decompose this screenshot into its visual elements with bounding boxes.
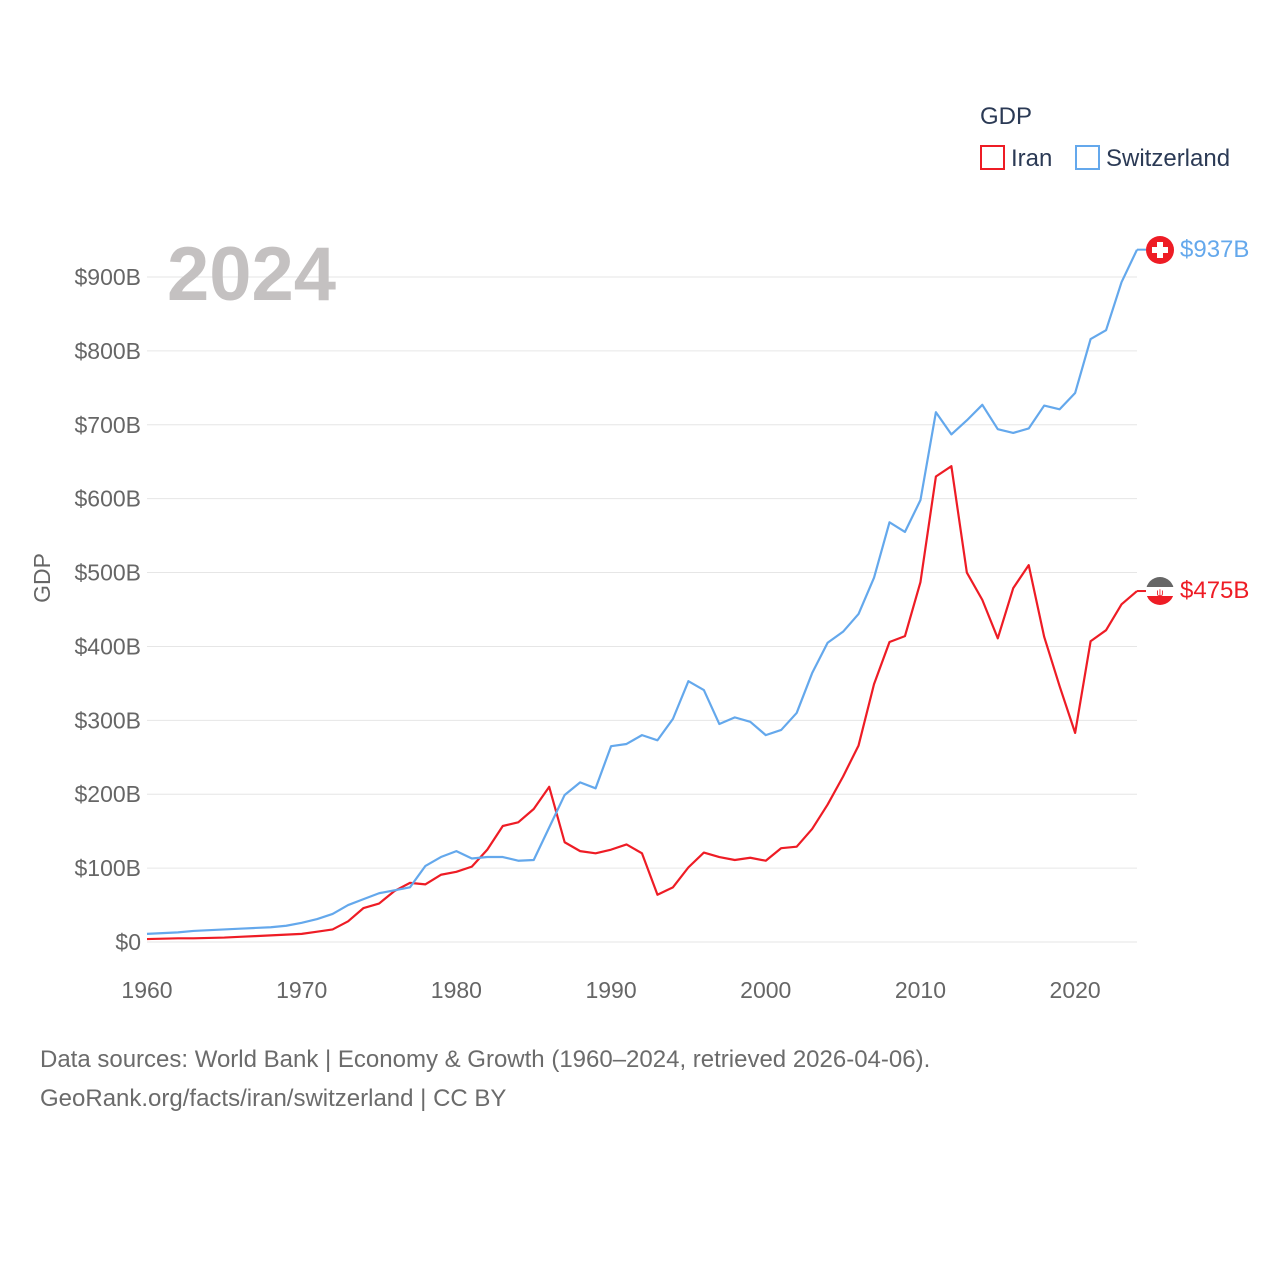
y-tick-label: $900B <box>74 264 141 290</box>
y-tick-label: $600B <box>74 486 141 512</box>
x-tick-label: 1960 <box>121 977 172 1003</box>
y-tick-label: $700B <box>74 412 141 438</box>
y-tick-label: $400B <box>74 633 141 659</box>
x-tick-label: 2020 <box>1050 977 1101 1003</box>
x-tick-label: 1970 <box>276 977 327 1003</box>
y-tick-label: $100B <box>74 855 141 881</box>
y-tick-label: $500B <box>74 560 141 586</box>
legend-swatch-iran <box>980 145 1005 170</box>
source-link[interactable]: GeoRank.org/facts/iran/switzerland | CC … <box>40 1085 507 1112</box>
legend-title: GDP <box>980 103 1032 130</box>
legend-label-iran: Iran <box>1011 145 1052 172</box>
y-tick-label: $200B <box>74 781 141 807</box>
series-line-switzerland <box>146 249 1138 935</box>
year-label: 2024 <box>167 232 336 317</box>
x-tick-label: 2010 <box>895 977 946 1003</box>
switzerland-end-label: $937B <box>1180 236 1249 263</box>
switzerland-flag-icon <box>1146 236 1174 264</box>
y-tick-label: $0 <box>115 929 141 955</box>
legend-item-iran[interactable]: Iran <box>980 145 1052 172</box>
legend-item-switzerland[interactable]: Switzerland <box>1075 145 1230 172</box>
series-line-iran <box>146 465 1138 941</box>
series-lines <box>146 248 1146 941</box>
svg-text:ψ: ψ <box>1156 588 1163 599</box>
x-axis-ticks: 1960 1970 1980 1990 2000 2010 2020 <box>121 977 1100 1003</box>
y-axis-label: GDP <box>29 553 55 603</box>
y-tick-label: $300B <box>74 707 141 733</box>
source-note: Data sources: World Bank | Economy & Gro… <box>40 1046 931 1073</box>
x-tick-label: 1980 <box>431 977 482 1003</box>
iran-flag-icon: ψ <box>1146 577 1174 605</box>
legend-label-switzerland: Switzerland <box>1106 145 1230 172</box>
iran-end-label: $475B <box>1180 577 1249 604</box>
y-tick-label: $800B <box>74 338 141 364</box>
gridlines <box>147 276 1137 943</box>
x-tick-label: 2000 <box>740 977 791 1003</box>
legend-swatch-switzerland <box>1075 145 1100 170</box>
x-tick-label: 1990 <box>585 977 636 1003</box>
y-axis-ticks: $0 $100B $200B $300B $400B $500B $600B $700B $80… <box>74 264 141 955</box>
